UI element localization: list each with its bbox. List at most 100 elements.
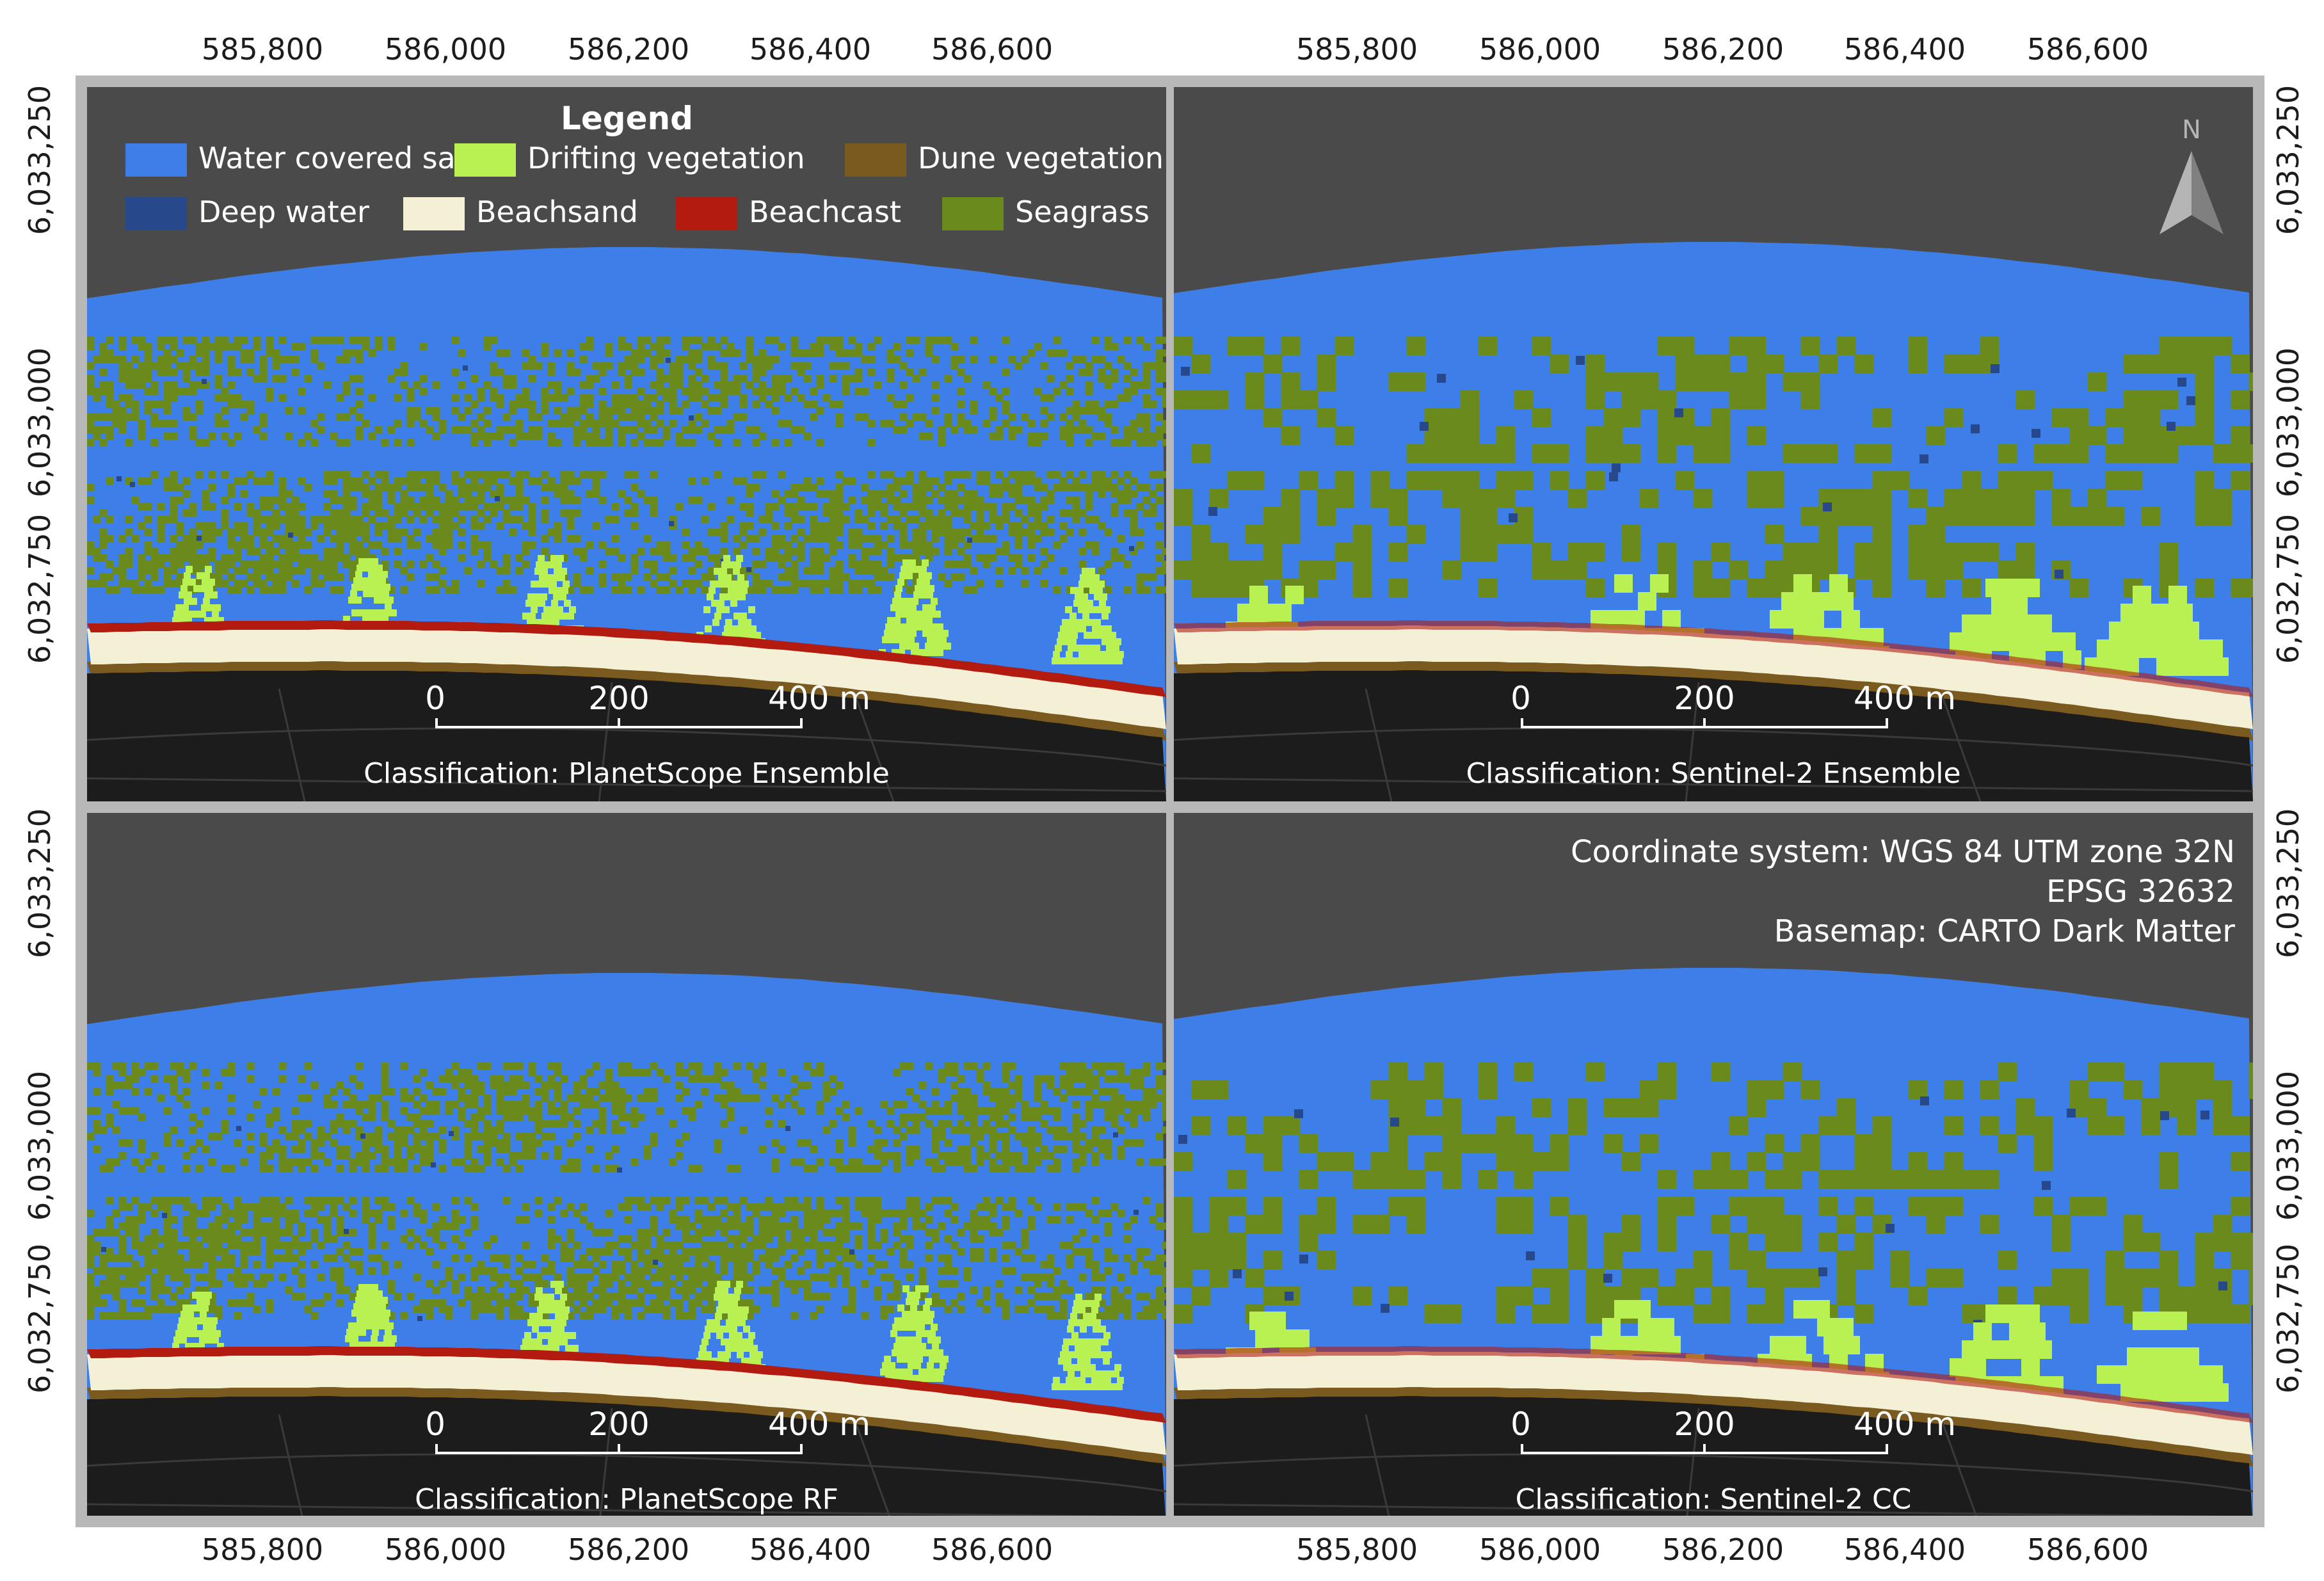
seagrass-cell xyxy=(209,1242,216,1249)
seagrass-cell xyxy=(1060,567,1067,574)
drifting-vegetation-cell xyxy=(1088,568,1095,575)
seagrass-cell xyxy=(765,554,773,561)
seagrass-cell xyxy=(2160,543,2178,561)
seagrass-cell xyxy=(772,1216,779,1223)
seagrass-cell xyxy=(970,426,977,433)
seagrass-cell xyxy=(439,548,446,555)
seagrass-cell xyxy=(426,484,433,491)
seagrass-cell xyxy=(625,401,632,408)
seagrass-cell xyxy=(874,574,881,581)
seagrass-cell xyxy=(337,574,344,581)
seagrass-cell xyxy=(529,503,536,510)
seagrass-cell xyxy=(1819,444,1838,463)
seagrass-cell xyxy=(349,1248,357,1255)
drifting-vegetation-cell xyxy=(543,581,550,588)
drifting-vegetation-cell xyxy=(741,587,748,594)
seagrass-cell xyxy=(759,529,766,536)
seagrass-cell xyxy=(1098,413,1105,421)
seagrass-cell xyxy=(2142,390,2160,409)
seagrass-cell xyxy=(554,1152,561,1159)
seagrass-cell xyxy=(407,1146,414,1153)
seagrass-cell xyxy=(836,1223,843,1230)
seagrass-cell xyxy=(266,542,273,549)
seagrass-cell xyxy=(343,471,350,478)
deep-water-cell xyxy=(130,482,135,487)
seagrass-cell xyxy=(484,1107,491,1114)
seagrass-cell xyxy=(426,497,433,504)
seagrass-cell xyxy=(138,574,145,581)
seagrass-cell xyxy=(1118,1101,1125,1108)
seagrass-cell xyxy=(605,1210,613,1217)
seagrass-cell xyxy=(657,1197,664,1204)
seagrass-cell xyxy=(657,343,664,350)
seagrass-cell xyxy=(145,516,152,523)
seagrass-cell xyxy=(733,413,741,421)
seagrass-cell xyxy=(599,420,606,427)
seagrass-cell xyxy=(785,554,792,561)
seagrass-cell xyxy=(618,1101,625,1108)
drifting-vegetation-cell xyxy=(202,579,209,586)
seagrass-cell xyxy=(509,478,517,485)
seagrass-cell xyxy=(951,1203,958,1210)
seagrass-cell xyxy=(311,356,318,363)
seagrass-cell xyxy=(2160,561,2178,579)
seagrass-cell xyxy=(337,1146,344,1153)
seagrass-cell xyxy=(804,1210,811,1217)
seagrass-cell xyxy=(1111,401,1118,408)
drifting-vegetation-cell xyxy=(525,600,533,607)
seagrass-cell xyxy=(113,1082,120,1089)
seagrass-cell xyxy=(708,567,715,574)
drifting-vegetation-cell xyxy=(1079,625,1086,632)
seagrass-cell xyxy=(714,1075,721,1082)
seagrass-cell xyxy=(452,497,459,504)
seagrass-cell xyxy=(388,337,395,344)
seagrass-cell xyxy=(164,567,171,574)
seagrass-cell xyxy=(996,433,1003,440)
seagrass-cell xyxy=(106,394,113,401)
drifting-vegetation-cell xyxy=(532,600,539,607)
seagrass-cell xyxy=(990,1229,997,1236)
seagrass-cell xyxy=(932,394,939,401)
deep-water-cell xyxy=(1420,422,1429,431)
seagrass-cell xyxy=(1022,497,1029,504)
seagrass-cell xyxy=(1118,1075,1125,1082)
seagrass-cell xyxy=(509,381,517,389)
seagrass-cell xyxy=(458,478,465,485)
seagrass-cell xyxy=(1092,356,1099,363)
drifting-vegetation-cell xyxy=(353,577,360,584)
seagrass-cell xyxy=(1317,561,1336,579)
scale-bar-tick xyxy=(435,718,438,728)
drifting-vegetation-cell xyxy=(182,579,189,586)
drifting-vegetation-cell xyxy=(1102,613,1109,620)
seagrass-cell xyxy=(337,1223,344,1230)
drifting-vegetation-cell xyxy=(1078,581,1086,588)
seagrass-cell xyxy=(721,586,728,593)
seagrass-cell xyxy=(829,1075,837,1082)
seagrass-cell xyxy=(759,369,766,376)
seagrass-cell xyxy=(369,349,376,357)
seagrass-cell xyxy=(567,1159,574,1166)
seagrass-cell xyxy=(1092,516,1099,523)
legend-swatch-drifting-vegetation xyxy=(454,143,516,177)
seagrass-cell xyxy=(2195,471,2214,490)
seagrass-cell xyxy=(938,1165,945,1172)
seagrass-cell xyxy=(791,426,798,433)
seagrass-cell xyxy=(829,490,837,497)
seagrass-cell xyxy=(279,337,286,344)
seagrass-cell xyxy=(215,580,222,587)
seagrass-cell xyxy=(721,394,728,401)
seagrass-cell xyxy=(958,1107,965,1114)
seagrass-cell xyxy=(458,490,465,497)
seagrass-cell xyxy=(170,535,177,542)
drifting-vegetation-cell xyxy=(540,593,547,600)
drifting-vegetation-cell xyxy=(377,609,384,616)
seagrass-cell xyxy=(1034,503,1041,510)
seagrass-cell xyxy=(689,356,696,363)
seagrass-cell xyxy=(1028,420,1035,427)
seagrass-cell xyxy=(868,356,875,363)
seagrass-cell xyxy=(1694,355,1712,373)
seagrass-cell xyxy=(145,356,152,363)
seagrass-cell xyxy=(273,1242,280,1249)
seagrass-cell xyxy=(906,394,913,401)
seagrass-cell xyxy=(529,478,536,485)
